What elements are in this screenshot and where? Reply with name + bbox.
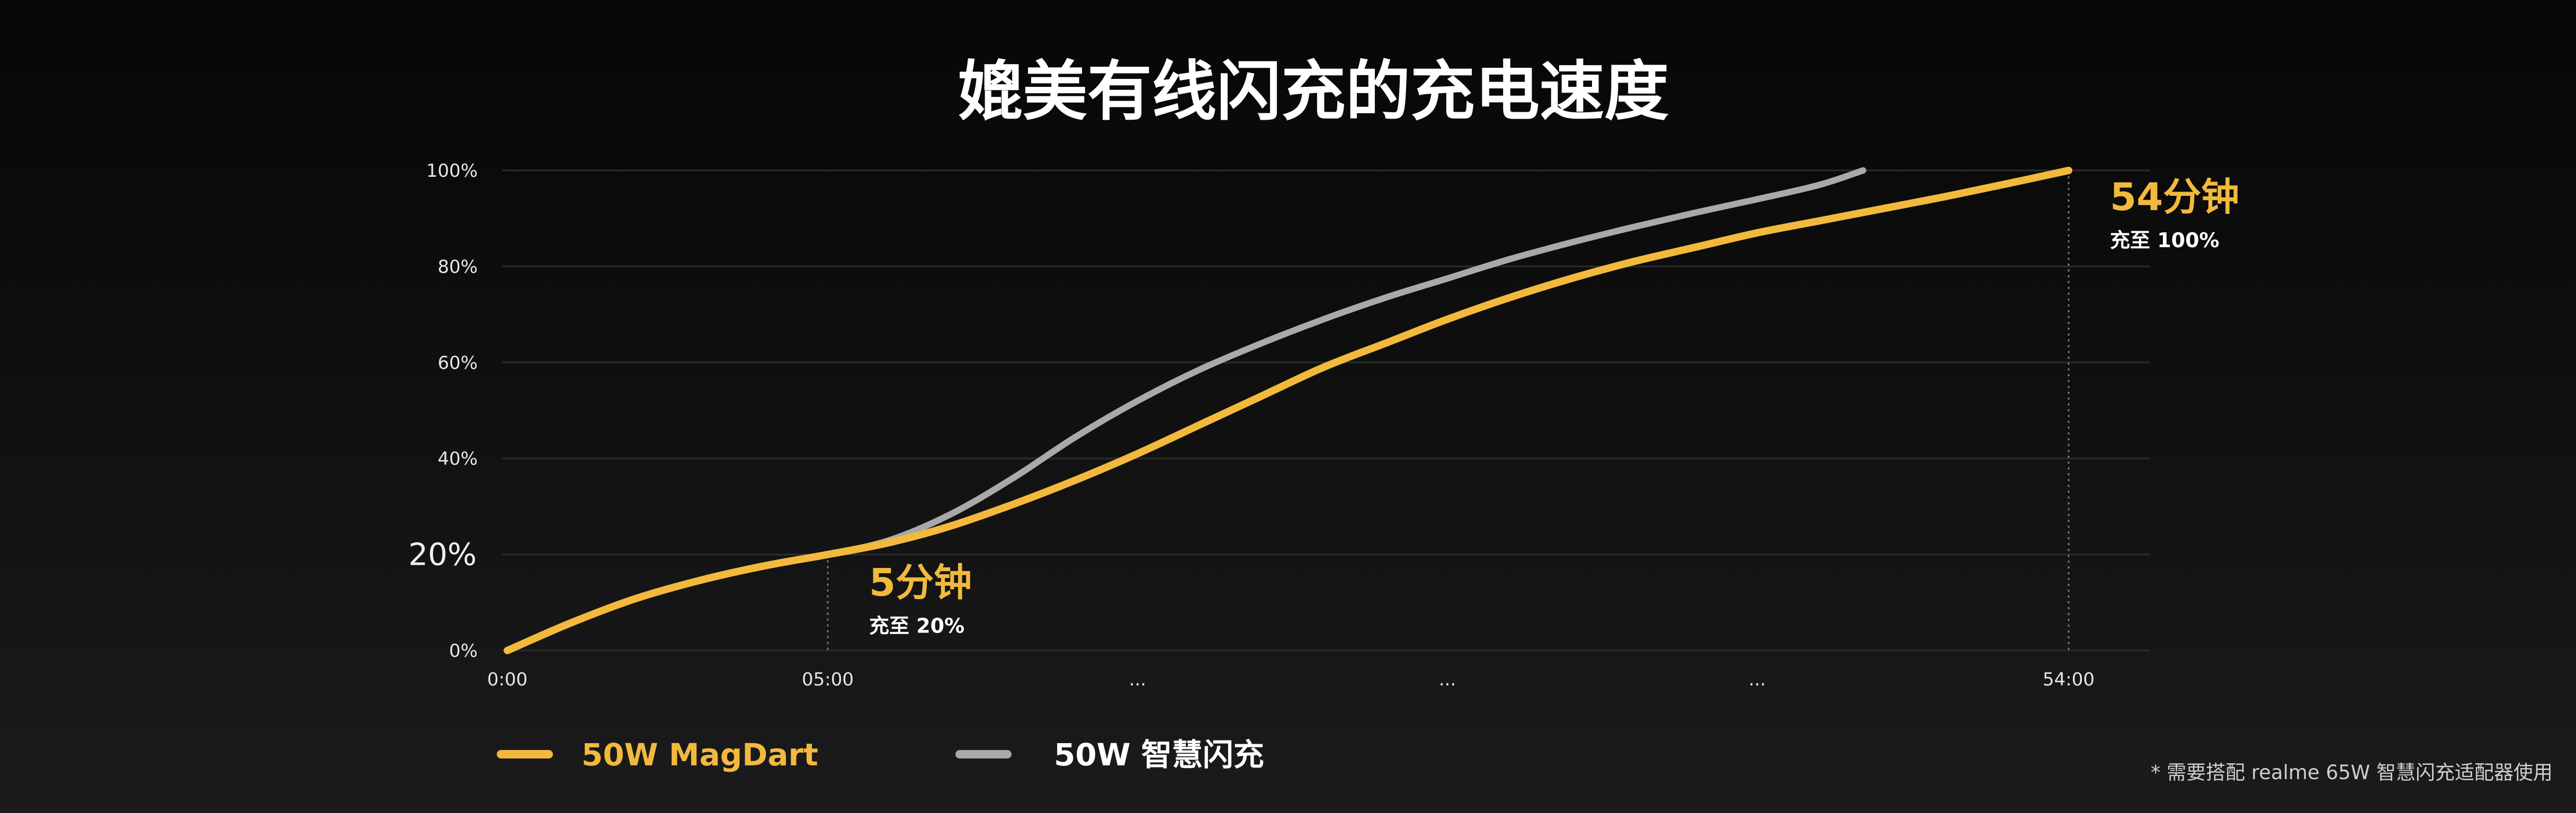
x-tick-label-1: 05:00: [802, 669, 854, 690]
y-axis-ticks: 0% 20% 40% 60% 80% 100%: [408, 160, 478, 662]
y-tick-label-20: 20%: [408, 537, 477, 573]
y-tick-label-100: 100%: [426, 160, 478, 182]
x-tick-label-5: 54:00: [2043, 669, 2095, 690]
x-tick-label-0: 0:00: [487, 669, 527, 690]
legend-label-magdart: 50W MagDart: [582, 737, 818, 773]
x-tick-label-4: ...: [1749, 669, 1766, 690]
series-line-magdart: [504, 167, 2072, 654]
chart-title: 媲美有线闪充的充电速度: [958, 54, 1669, 129]
y-tick-label-80: 80%: [437, 256, 478, 277]
y-tick-label-0: 0%: [449, 640, 478, 662]
x-tick-label-3: ...: [1439, 669, 1456, 690]
footnote: * 需要搭配 realme 65W 智慧闪充适配器使用: [2151, 761, 2553, 784]
legend: 50W MagDart 50W 智慧闪充: [497, 737, 1264, 773]
x-tick-label-2: ...: [1129, 669, 1146, 690]
annotation-guides: [827, 170, 2070, 651]
y-tick-label-60: 60%: [437, 353, 478, 374]
series-lines: [504, 167, 2072, 654]
legend-label-smart-flash: 50W 智慧闪充: [1054, 737, 1264, 773]
grid-lines: [502, 169, 2150, 652]
legend-item-smart-flash: 50W 智慧闪充: [955, 737, 1264, 773]
legend-item-magdart: 50W MagDart: [497, 737, 818, 773]
x-axis-ticks: 0:00 05:00......... 54:00: [487, 669, 2095, 690]
annotation-main-0: 5分钟: [869, 561, 972, 605]
annotation-sub-1: 充至 100%: [2110, 229, 2220, 252]
annotation-main-1: 54分钟: [2110, 175, 2239, 219]
annotation-sub-0: 充至 20%: [869, 615, 964, 638]
y-tick-label-40: 40%: [437, 448, 478, 469]
